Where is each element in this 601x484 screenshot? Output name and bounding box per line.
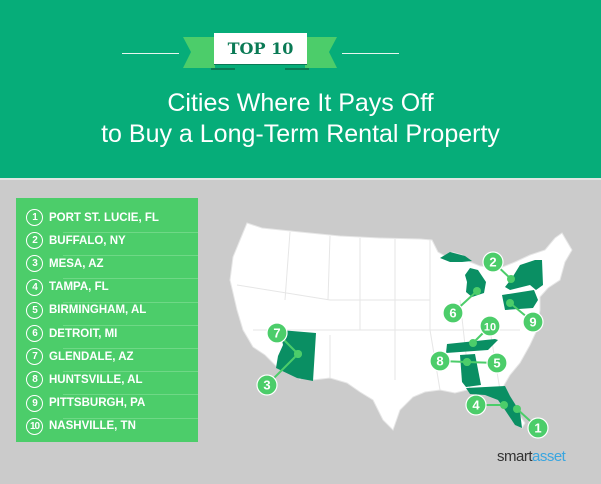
marker-label: 2 (489, 255, 496, 270)
logo-text-smart: smart (497, 448, 533, 465)
marker-circle (482, 251, 504, 273)
rank-number-icon: 3 (26, 255, 43, 273)
top-10-badge: TOP 10 (214, 33, 307, 64)
marker-label: 6 (449, 306, 456, 321)
marker-label: 7 (273, 326, 280, 341)
list-divider (63, 255, 198, 257)
rank-number-icon: 7 (26, 348, 43, 366)
city-label: MESA, AZ (49, 257, 104, 270)
city-marker: 1 (513, 405, 549, 439)
list-item: 2 BUFFALO, NY (26, 229, 191, 252)
marker-dot (463, 358, 471, 366)
rank-number-icon: 2 (26, 232, 43, 250)
city-marker: 9 (506, 299, 544, 333)
marker-circle (429, 350, 451, 372)
marker-dot (469, 339, 477, 347)
page-title: Cities Where It Pays Off to Buy a Long-T… (0, 88, 601, 150)
marker-dot (513, 405, 521, 413)
city-label: BUFFALO, NY (49, 234, 126, 247)
marker-circle (266, 322, 288, 344)
marker-circle (442, 302, 464, 324)
list-divider (63, 324, 198, 326)
marker-label: 8 (436, 354, 443, 369)
list-divider (63, 278, 198, 280)
marker-label: 10 (484, 322, 496, 334)
marker-circle (527, 417, 549, 439)
state-michigan-up (440, 252, 472, 262)
header-banner: TOP 10 Cities Where It Pays Off to Buy a… (0, 0, 601, 180)
marker-dot (500, 401, 508, 409)
city-label: HUNTSVILLE, AL (49, 373, 143, 386)
smartasset-logo: smartasset (497, 448, 566, 465)
marker-circle (256, 374, 278, 396)
list-item: 9 PITTSBURGH, PA (26, 392, 191, 415)
city-label: GLENDALE, AZ (49, 350, 134, 363)
marker-label: 1 (534, 421, 541, 436)
city-marker: 6 (442, 287, 481, 324)
list-item: 5 BIRMINGHAM, AL (26, 299, 191, 322)
list-item: 8 HUNTSVILLE, AL (26, 368, 191, 391)
marker-dot (294, 350, 302, 358)
title-line-1: Cities Where It Pays Off (167, 89, 434, 117)
divider-right (342, 53, 399, 54)
city-label: DETROIT, MI (49, 327, 118, 340)
list-item: 6 DETROIT, MI (26, 322, 191, 345)
marker-dot (473, 287, 481, 295)
title-line-2: to Buy a Long-Term Rental Property (101, 120, 500, 148)
city-marker: 8 (429, 350, 471, 372)
marker-label: 5 (493, 356, 500, 371)
state-florida (466, 386, 522, 428)
ribbon (183, 37, 337, 70)
list-divider (63, 301, 198, 303)
list-item: 10 NASHVILLE, TN (26, 415, 191, 438)
list-item: 4 TAMPA, FL (26, 276, 191, 299)
marker-circle (522, 311, 544, 333)
marker-label: 3 (263, 378, 270, 393)
city-label: BIRMINGHAM, AL (49, 304, 147, 317)
list-item: 7 GLENDALE, AZ (26, 345, 191, 368)
rank-number-icon: 4 (26, 278, 43, 296)
marker-circle (486, 352, 508, 374)
rank-number-icon: 5 (26, 301, 43, 319)
list-item: 1 PORT ST. LUCIE, FL (26, 206, 191, 229)
rank-number-icon: 1 (26, 209, 43, 226)
list-divider (63, 232, 198, 233)
divider-left (122, 53, 179, 54)
city-marker: 4 (465, 394, 508, 416)
rank-number-icon: 9 (26, 394, 43, 412)
state-new-york (505, 260, 543, 290)
city-label: PITTSBURGH, PA (49, 397, 146, 410)
list-divider (63, 348, 198, 349)
list-divider (63, 371, 198, 373)
marker-dot (506, 299, 514, 307)
logo-text-asset: asset (532, 448, 566, 465)
city-label: TAMPA, FL (49, 281, 109, 294)
marker-circle (465, 394, 487, 416)
marker-dot (507, 275, 515, 283)
list-divider (63, 394, 198, 396)
city-label: PORT ST. LUCIE, FL (49, 211, 159, 224)
city-marker: 7 (266, 322, 302, 358)
city-marker: 2 (482, 251, 515, 283)
us-map: 1 2 3 4 5 6 7 8 9 10 (229, 222, 573, 439)
rank-number-icon: 10 (26, 417, 43, 435)
marker-label: 9 (529, 315, 536, 330)
marker-circle (479, 315, 501, 337)
rank-number-icon: 8 (26, 371, 43, 389)
city-markers: 1 2 3 4 5 6 7 8 9 10 (256, 251, 549, 439)
city-label: NASHVILLE, TN (49, 420, 136, 433)
list-divider (63, 417, 198, 419)
list-item: 3 MESA, AZ (26, 252, 191, 275)
ranking-list: 1 PORT ST. LUCIE, FL 2 BUFFALO, NY 3 MESA, AZ… (16, 198, 198, 442)
marker-label: 4 (472, 398, 480, 413)
rank-number-icon: 6 (26, 325, 43, 342)
city-marker: 10 (469, 315, 501, 347)
